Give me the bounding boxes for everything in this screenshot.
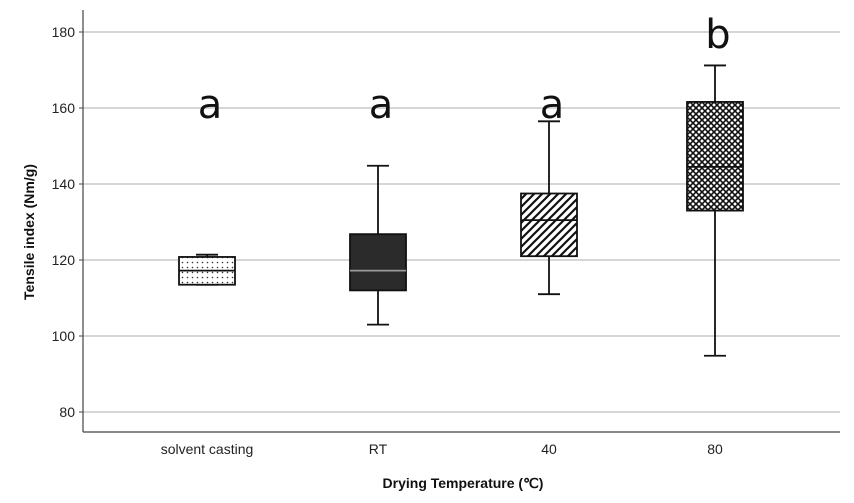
- significance-letter: a: [369, 82, 394, 128]
- y-tick-labels: 80 100 120 140 160 180: [52, 24, 83, 420]
- iqr-box: [349, 233, 407, 292]
- significance-letters: a a a b: [198, 12, 731, 128]
- significance-letter: a: [540, 82, 565, 128]
- box-RT: [349, 164, 407, 326]
- box-80: [686, 64, 744, 357]
- y-tick-label: 140: [52, 176, 76, 192]
- iqr-box: [520, 192, 578, 258]
- y-tick-label: 120: [52, 252, 76, 268]
- y-tick-label: 180: [52, 24, 76, 40]
- y-tick-label: 80: [59, 404, 75, 420]
- box-solvent-casting: [178, 253, 236, 286]
- x-tick-label: solvent casting: [161, 441, 254, 457]
- x-tick-label: 80: [707, 441, 723, 457]
- box-40: [520, 120, 578, 296]
- boxes: [178, 64, 744, 357]
- y-tick-label: 160: [52, 100, 76, 116]
- iqr-box: [686, 101, 744, 212]
- significance-letter: a: [198, 82, 223, 128]
- axes: [82, 10, 840, 433]
- gridlines: [83, 31, 840, 413]
- significance-letter: b: [705, 12, 730, 58]
- y-axis-title: Tensile index (Nm/g): [21, 164, 37, 300]
- x-tick-label: 40: [541, 441, 557, 457]
- y-tick-label: 100: [52, 328, 76, 344]
- x-tick-labels: solvent casting RT 40 80: [161, 441, 723, 457]
- x-axis-title: Drying Temperature (℃): [383, 475, 544, 491]
- x-tick-label: RT: [369, 441, 388, 457]
